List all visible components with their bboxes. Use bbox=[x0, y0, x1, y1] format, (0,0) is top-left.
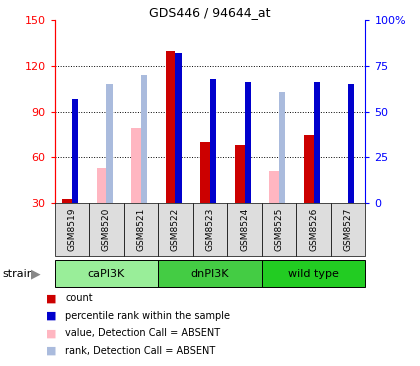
FancyBboxPatch shape bbox=[193, 203, 227, 256]
FancyBboxPatch shape bbox=[227, 203, 262, 256]
Text: percentile rank within the sample: percentile rank within the sample bbox=[65, 311, 230, 321]
Text: GSM8519: GSM8519 bbox=[67, 208, 76, 251]
Bar bbox=[106, 84, 113, 203]
Bar bbox=[141, 75, 147, 203]
Bar bbox=[131, 128, 141, 203]
Text: GSM8526: GSM8526 bbox=[309, 208, 318, 251]
Text: ■: ■ bbox=[46, 293, 57, 303]
Text: GSM8523: GSM8523 bbox=[205, 208, 215, 251]
Bar bbox=[62, 198, 72, 203]
Text: wild type: wild type bbox=[288, 269, 339, 279]
Bar bbox=[200, 142, 210, 203]
Text: GSM8524: GSM8524 bbox=[240, 208, 249, 251]
FancyBboxPatch shape bbox=[297, 203, 331, 256]
Text: ■: ■ bbox=[46, 346, 57, 356]
Text: ▶: ▶ bbox=[31, 267, 40, 280]
Bar bbox=[166, 51, 176, 203]
Bar bbox=[235, 145, 244, 203]
Text: ■: ■ bbox=[46, 328, 57, 339]
Text: GSM8521: GSM8521 bbox=[136, 208, 145, 251]
Title: GDS446 / 94644_at: GDS446 / 94644_at bbox=[149, 6, 271, 19]
Text: GSM8520: GSM8520 bbox=[102, 208, 111, 251]
Text: rank, Detection Call = ABSENT: rank, Detection Call = ABSENT bbox=[65, 346, 215, 356]
FancyBboxPatch shape bbox=[55, 260, 158, 287]
Bar bbox=[72, 99, 78, 203]
FancyBboxPatch shape bbox=[123, 203, 158, 256]
FancyBboxPatch shape bbox=[331, 203, 365, 256]
FancyBboxPatch shape bbox=[262, 260, 365, 287]
Text: dnPI3K: dnPI3K bbox=[191, 269, 229, 279]
Text: strain: strain bbox=[2, 269, 34, 279]
FancyBboxPatch shape bbox=[55, 203, 89, 256]
Bar bbox=[210, 79, 216, 203]
Text: ■: ■ bbox=[46, 311, 57, 321]
Text: GSM8527: GSM8527 bbox=[344, 208, 353, 251]
Bar bbox=[269, 171, 279, 203]
Bar bbox=[279, 92, 285, 203]
Bar bbox=[314, 82, 320, 203]
Bar bbox=[97, 168, 106, 203]
Bar bbox=[348, 84, 354, 203]
FancyBboxPatch shape bbox=[89, 203, 123, 256]
Text: GSM8525: GSM8525 bbox=[275, 208, 284, 251]
Text: value, Detection Call = ABSENT: value, Detection Call = ABSENT bbox=[65, 328, 220, 339]
Bar bbox=[244, 82, 251, 203]
FancyBboxPatch shape bbox=[262, 203, 297, 256]
FancyBboxPatch shape bbox=[158, 260, 262, 287]
Text: count: count bbox=[65, 293, 93, 303]
FancyBboxPatch shape bbox=[158, 203, 193, 256]
Text: GSM8522: GSM8522 bbox=[171, 208, 180, 251]
Bar bbox=[304, 134, 314, 203]
Text: caPI3K: caPI3K bbox=[88, 269, 125, 279]
Bar bbox=[176, 53, 182, 203]
